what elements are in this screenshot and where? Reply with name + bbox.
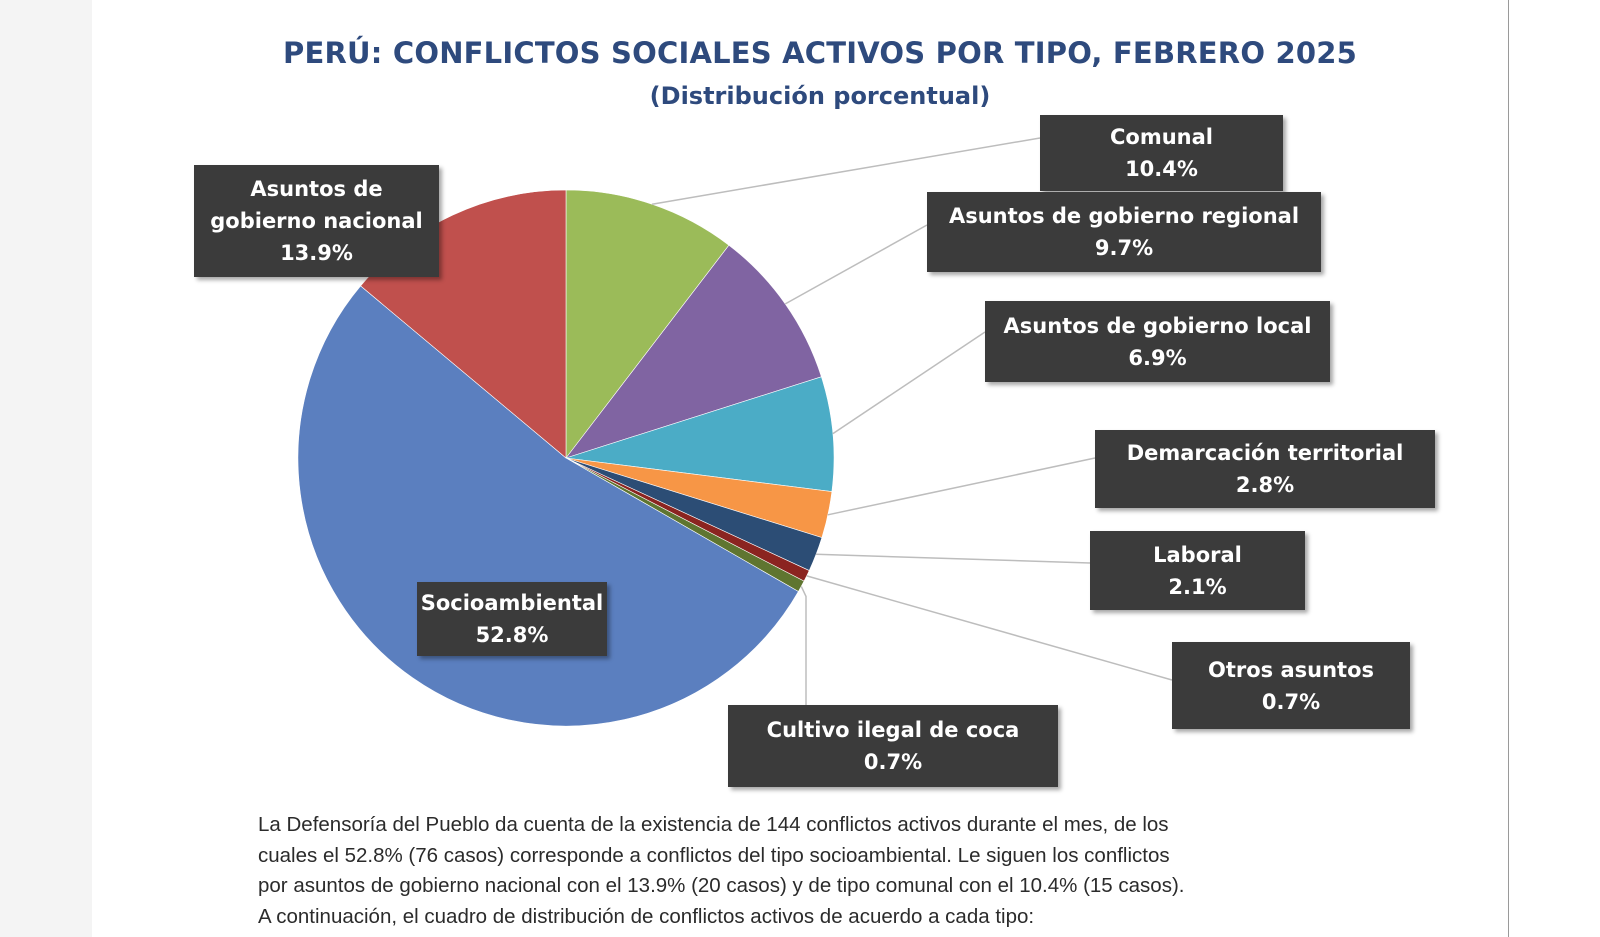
summary-line-3: por asuntos de gobierno nacional con el … bbox=[258, 874, 1185, 897]
label-socioambiental-name: Socioambiental bbox=[420, 591, 604, 615]
leader-line-laboral bbox=[816, 553, 1091, 564]
label-demarcacion: Demarcación territorial 2.8% bbox=[1095, 430, 1435, 508]
label-comunal: Comunal 10.4% bbox=[1040, 115, 1283, 191]
label-laboral-value: 2.1% bbox=[1168, 574, 1227, 599]
label-local-name: Asuntos de gobierno local bbox=[1003, 313, 1312, 338]
label-regional: Asuntos de gobierno regional 9.7% bbox=[927, 192, 1321, 272]
label-laboral-name: Laboral bbox=[1153, 542, 1242, 567]
slice-comunal bbox=[565, 189, 730, 459]
label-otros-name: Otros asuntos bbox=[1207, 657, 1375, 682]
label-otros-value: 0.7% bbox=[1261, 689, 1321, 714]
label-socioambiental: Socioambiental 52.8% bbox=[417, 582, 607, 656]
summary-paragraph: La Defensoría del Pueblo da cuenta de la… bbox=[258, 810, 1338, 932]
label-nacional-line2: gobierno nacional bbox=[210, 209, 423, 233]
label-coca-value: 0.7% bbox=[863, 750, 923, 774]
label-demarcacion-value: 2.8% bbox=[1235, 473, 1295, 497]
label-otros: Otros asuntos 0.7% bbox=[1172, 642, 1410, 729]
leader-lines bbox=[651, 137, 1173, 705]
label-comunal-name: Comunal bbox=[1110, 125, 1213, 149]
chart-subtitle: (Distribución porcentual) bbox=[649, 82, 991, 110]
leader-line-otros bbox=[806, 575, 1173, 681]
label-local: Asuntos de gobierno local 6.9% bbox=[985, 301, 1330, 382]
summary-line-1: La Defensoría del Pueblo da cuenta de la… bbox=[258, 813, 1169, 836]
label-regional-name: Asuntos de gobierno regional bbox=[948, 204, 1300, 228]
right-page-margin bbox=[1509, 0, 1600, 937]
slice-local bbox=[565, 376, 835, 492]
label-coca: Cultivo ilegal de coca 0.7% bbox=[728, 705, 1058, 787]
summary-line-4: A continuación, el cuadro de distribució… bbox=[258, 904, 1035, 928]
left-page-margin bbox=[0, 0, 92, 937]
label-socioambiental-value: 52.8% bbox=[475, 623, 549, 647]
leader-line-demarcacion bbox=[827, 457, 1096, 516]
label-nacional-line1: Asuntos de bbox=[250, 177, 383, 201]
pie-slices bbox=[297, 189, 835, 727]
leader-line-comunal bbox=[651, 137, 1041, 205]
chart-title: PERÚ: CONFLICTOS SOCIALES ACTIVOS POR TI… bbox=[283, 36, 1357, 70]
label-regional-value: 9.7% bbox=[1094, 236, 1154, 260]
label-laboral: Laboral 2.1% bbox=[1090, 531, 1305, 610]
label-demarcacion-name: Demarcación territorial bbox=[1126, 441, 1404, 465]
leader-line-local bbox=[832, 331, 986, 435]
slice-regional bbox=[565, 244, 822, 459]
leader-line-coca bbox=[800, 586, 807, 705]
label-nacional-value: 13.9% bbox=[280, 241, 353, 265]
label-comunal-value: 10.4% bbox=[1125, 157, 1198, 181]
summary-line-2: cuales el 52.8% (76 casos) corresponde a… bbox=[258, 843, 1170, 867]
label-coca-name: Cultivo ilegal de coca bbox=[766, 718, 1020, 742]
page-edge-rule bbox=[1508, 0, 1509, 937]
leader-line-regional bbox=[784, 224, 928, 305]
label-nacional: Asuntos de gobierno nacional 13.9% bbox=[194, 165, 439, 277]
label-local-value: 6.9% bbox=[1128, 345, 1187, 370]
